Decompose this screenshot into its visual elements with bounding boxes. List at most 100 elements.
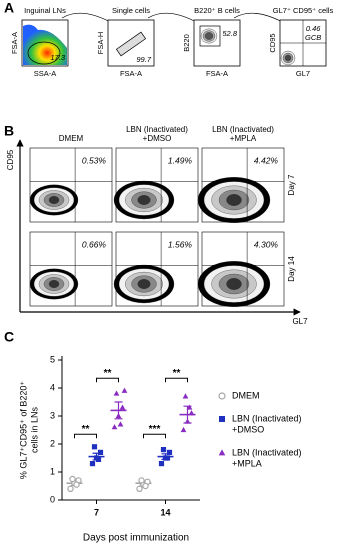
gate xyxy=(27,41,61,65)
gc-percent: 4.42% xyxy=(254,155,279,165)
significance-label: ** xyxy=(82,424,90,435)
data-point xyxy=(89,461,96,467)
x-axis-label: SSA-A xyxy=(34,69,57,78)
gc-percent: 0.53% xyxy=(82,155,107,165)
data-point xyxy=(184,418,191,424)
gate-value: 52.8 xyxy=(222,29,237,38)
y-axis-label: CD95 xyxy=(268,33,277,52)
panel-label: C xyxy=(4,329,14,345)
plot-frame xyxy=(193,19,241,67)
gc-percent: 1.56% xyxy=(168,239,193,249)
legend-label: LBN (Inactivated) xyxy=(232,447,302,457)
y-tick-label: 5 xyxy=(50,354,55,364)
column-title: LBN (Inactivated) xyxy=(126,125,188,134)
panel-label: B xyxy=(4,123,14,139)
contour xyxy=(226,278,242,290)
y-axis-label: CD95 xyxy=(6,149,15,170)
data-point xyxy=(69,475,76,483)
data-point xyxy=(158,461,165,467)
x-axis-label: FSA-A xyxy=(206,69,228,78)
plot-title: Inguinal LNs xyxy=(24,6,66,15)
data-point xyxy=(119,404,126,410)
significance-label: ** xyxy=(104,368,112,379)
column-title: DMEM xyxy=(59,134,84,143)
row-label: Day 14 xyxy=(287,256,296,282)
data-point xyxy=(180,426,187,433)
data-point xyxy=(182,393,189,399)
gc-percent: 0.66% xyxy=(82,239,107,249)
legend-label: DMEM xyxy=(232,390,260,400)
column-title: +MPLA xyxy=(230,134,257,143)
legend-label: LBN (Inactivated) xyxy=(232,413,302,423)
x-axis-label: FSA-A xyxy=(120,69,142,78)
data-point xyxy=(188,410,195,416)
significance-bracket xyxy=(96,377,119,383)
gate-value: 17.3 xyxy=(50,53,65,62)
column-title: LBN (Inactivated) xyxy=(212,125,274,134)
column-title: +DMSO xyxy=(143,134,172,143)
data-point xyxy=(117,421,124,427)
y-axis-label: cells in LNs xyxy=(29,406,39,453)
gate xyxy=(115,31,147,57)
x-tick-label: 14 xyxy=(160,507,170,517)
data-point xyxy=(160,447,167,453)
data-point xyxy=(186,404,193,410)
gc-percent: 4.30% xyxy=(254,239,279,249)
y-tick-label: 3 xyxy=(50,410,55,420)
contour xyxy=(48,196,60,204)
data-point xyxy=(121,387,128,393)
data-point xyxy=(73,481,80,488)
gate-value: GCB xyxy=(305,33,321,42)
contour xyxy=(48,280,60,288)
data-point xyxy=(218,392,226,400)
x-axis-label: GL7 xyxy=(296,69,310,78)
y-axis-label: FSA-A xyxy=(10,32,19,54)
contour xyxy=(137,279,151,289)
data-point xyxy=(67,485,74,492)
x-axis-label: GL7 xyxy=(292,317,308,326)
contour xyxy=(137,195,151,205)
data-point xyxy=(115,412,122,419)
x-axis-label: Days post immunization xyxy=(83,533,189,544)
y-tick-label: 1 xyxy=(50,466,55,476)
data-point xyxy=(113,390,120,396)
gc-percent: 1.49% xyxy=(168,155,193,165)
gate-arrow xyxy=(147,12,201,25)
y-axis-label: FSA-H xyxy=(96,32,105,55)
significance-bracket xyxy=(143,433,166,439)
significance-bracket xyxy=(74,433,97,439)
data-point xyxy=(91,444,98,450)
data-point xyxy=(95,456,102,462)
plot-title: Single cells xyxy=(112,6,150,15)
y-axis-label: % GL7⁺CD95⁺ of B220⁺ xyxy=(18,381,28,480)
gate-arrow xyxy=(61,12,115,25)
panel-label: A xyxy=(4,0,14,16)
legend-label: +MPLA xyxy=(232,458,262,468)
data-point xyxy=(164,455,171,461)
data-point xyxy=(142,482,149,490)
significance-label: ** xyxy=(173,368,181,379)
significance-label: *** xyxy=(149,424,161,435)
plot-title: GL7⁺ CD95⁺ cells xyxy=(273,6,334,15)
plot-title: B220⁺ B cells xyxy=(194,6,240,15)
contour xyxy=(204,32,214,40)
x-tick-label: 7 xyxy=(94,507,99,517)
row-label: Day 7 xyxy=(287,174,296,195)
data-point xyxy=(97,449,104,455)
contour xyxy=(226,194,242,206)
data-point xyxy=(138,477,145,484)
y-tick-label: 4 xyxy=(50,382,55,392)
significance-bracket xyxy=(165,377,188,383)
data-point xyxy=(136,485,143,492)
gate xyxy=(199,25,221,47)
data-point xyxy=(219,416,225,422)
y-tick-label: 0 xyxy=(50,494,55,504)
gate-value: 0.46 xyxy=(306,24,321,33)
data-point xyxy=(166,449,173,455)
y-axis-label: B220 xyxy=(182,34,191,52)
legend-label: +DMSO xyxy=(232,424,264,434)
data-point xyxy=(111,424,118,430)
gate-value: 99.7 xyxy=(136,55,151,64)
contour xyxy=(284,54,292,62)
